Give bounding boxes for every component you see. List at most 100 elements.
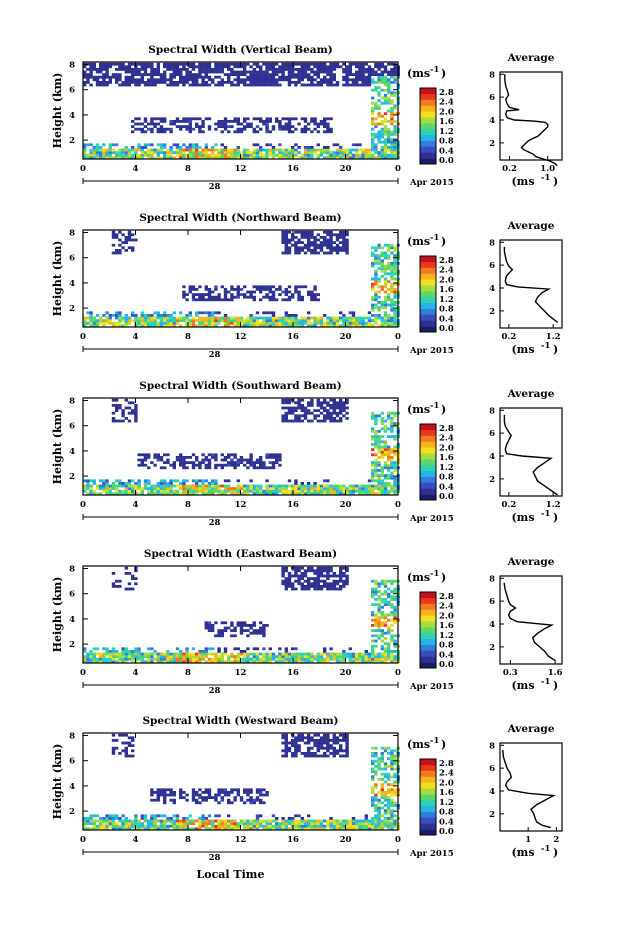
heatmap-cell bbox=[371, 135, 375, 139]
colorbar-swatch bbox=[420, 146, 436, 153]
month-label: Apr 2015 bbox=[409, 346, 454, 356]
colorbar-swatch bbox=[420, 158, 436, 165]
heatmap-cell bbox=[348, 65, 352, 69]
heatmap-cell bbox=[284, 822, 288, 825]
heatmap-cell bbox=[383, 642, 388, 645]
colorbar-swatch bbox=[420, 459, 436, 466]
heatmap-cell bbox=[383, 316, 388, 320]
heatmap-cell bbox=[204, 788, 208, 792]
heatmap-cell bbox=[364, 153, 368, 157]
heatmap-cell bbox=[198, 285, 202, 289]
heatmap-cell bbox=[287, 401, 292, 405]
heatmap-cell bbox=[268, 819, 272, 823]
heatmap-cell bbox=[348, 822, 352, 825]
heatmap-cell bbox=[124, 487, 128, 490]
heatmap-cell bbox=[345, 569, 349, 573]
heatmap-cell bbox=[143, 463, 148, 467]
heatmap-cell bbox=[278, 827, 282, 831]
heatmap-cell bbox=[371, 143, 375, 147]
heatmap-cell bbox=[297, 652, 301, 656]
colorbar-tick-label: 2.0 bbox=[439, 611, 454, 621]
heatmap-cell bbox=[377, 65, 381, 69]
heatmap-cell bbox=[182, 78, 186, 82]
heatmap-cell bbox=[374, 101, 378, 105]
heatmap-cell bbox=[227, 626, 231, 630]
heatmap-cell bbox=[115, 316, 119, 320]
heatmap-cell bbox=[326, 68, 330, 71]
heatmap-cell bbox=[387, 450, 391, 454]
heatmap-cell bbox=[390, 603, 394, 606]
heatmap-cell bbox=[345, 75, 349, 79]
heatmap-cell bbox=[204, 647, 208, 651]
heatmap-cell bbox=[108, 78, 112, 82]
heatmap-cell bbox=[175, 120, 180, 123]
heatmap-cell bbox=[377, 135, 381, 139]
heatmap-cell bbox=[182, 75, 186, 79]
heatmap-cell bbox=[383, 70, 388, 74]
heatmap-cell bbox=[313, 148, 317, 152]
heatmap-cell bbox=[265, 660, 269, 664]
heatmap-cell bbox=[390, 657, 394, 661]
heatmap-cell bbox=[214, 621, 218, 625]
heatmap-cell bbox=[111, 572, 116, 575]
heatmap-cell bbox=[111, 230, 116, 234]
heatmap-cell bbox=[207, 466, 212, 470]
heatmap-cell bbox=[262, 655, 266, 658]
heatmap-cell bbox=[281, 733, 285, 737]
heatmap-cell bbox=[134, 814, 138, 818]
heatmap-cell bbox=[243, 127, 247, 131]
heatmap-cell bbox=[159, 492, 164, 496]
heatmap-cell bbox=[169, 819, 173, 823]
heatmap-cell bbox=[143, 316, 148, 320]
heatmap-cell bbox=[294, 68, 298, 71]
heatmap-cell bbox=[147, 321, 151, 325]
y-tick-label: 4 bbox=[69, 279, 75, 289]
heatmap-cell bbox=[377, 280, 381, 283]
heatmap-cell bbox=[153, 316, 157, 320]
heatmap-cell bbox=[390, 112, 394, 115]
heatmap-cell bbox=[127, 151, 132, 154]
heatmap-cell bbox=[316, 582, 320, 586]
heatmap-cell bbox=[361, 81, 365, 84]
heatmap-cell bbox=[390, 148, 394, 152]
heatmap-cell bbox=[291, 125, 295, 128]
heatmap-cell bbox=[147, 482, 151, 485]
heatmap-cell bbox=[121, 647, 125, 651]
heatmap-cell bbox=[342, 660, 346, 664]
heatmap-cell bbox=[268, 148, 272, 152]
average-panel bbox=[499, 71, 563, 167]
heatmap-cell bbox=[281, 582, 285, 586]
heatmap-cell bbox=[345, 822, 349, 825]
heatmap-cell bbox=[367, 83, 372, 87]
heatmap-cell bbox=[297, 579, 301, 583]
heatmap-cell bbox=[236, 788, 240, 792]
heatmap-cell bbox=[332, 62, 336, 66]
heatmap-cell bbox=[323, 484, 327, 488]
heatmap-cell bbox=[313, 236, 317, 239]
heatmap-cell bbox=[284, 398, 288, 402]
heatmap-cell bbox=[124, 241, 128, 244]
heatmap-cell bbox=[169, 321, 173, 325]
heatmap-cell bbox=[255, 647, 260, 651]
colorbar-tick-label: 0.0 bbox=[439, 660, 454, 670]
heatmap-cell bbox=[380, 75, 384, 79]
heatmap-cell bbox=[287, 130, 292, 134]
heatmap-cell bbox=[127, 156, 132, 160]
panel-title: Spectral Width (Northward Beam) bbox=[139, 212, 341, 224]
heatmap-cell bbox=[143, 655, 148, 658]
heatmap-cell bbox=[163, 65, 167, 69]
heatmap-cell bbox=[345, 746, 349, 750]
colorbar-tick-label: 2.0 bbox=[439, 443, 454, 453]
heatmap-cell bbox=[156, 793, 160, 797]
heatmap-cell bbox=[121, 156, 125, 160]
heatmap-cell bbox=[211, 151, 215, 154]
heatmap-cell bbox=[243, 463, 247, 467]
heatmap-cell bbox=[265, 657, 269, 661]
heatmap-cell bbox=[249, 319, 253, 322]
heatmap-cell bbox=[297, 827, 301, 831]
heatmap-cell bbox=[111, 62, 116, 66]
heatmap-cell bbox=[297, 419, 301, 423]
heatmap-cell bbox=[281, 741, 285, 745]
heatmap-cell bbox=[345, 151, 349, 154]
heatmap-cell bbox=[111, 647, 116, 651]
